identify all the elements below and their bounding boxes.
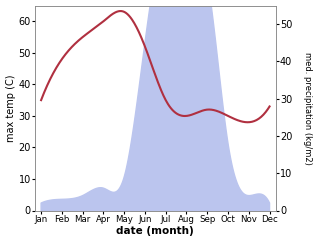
Y-axis label: med. precipitation (kg/m2): med. precipitation (kg/m2)	[303, 52, 313, 165]
Y-axis label: max temp (C): max temp (C)	[5, 74, 16, 142]
X-axis label: date (month): date (month)	[116, 227, 194, 236]
